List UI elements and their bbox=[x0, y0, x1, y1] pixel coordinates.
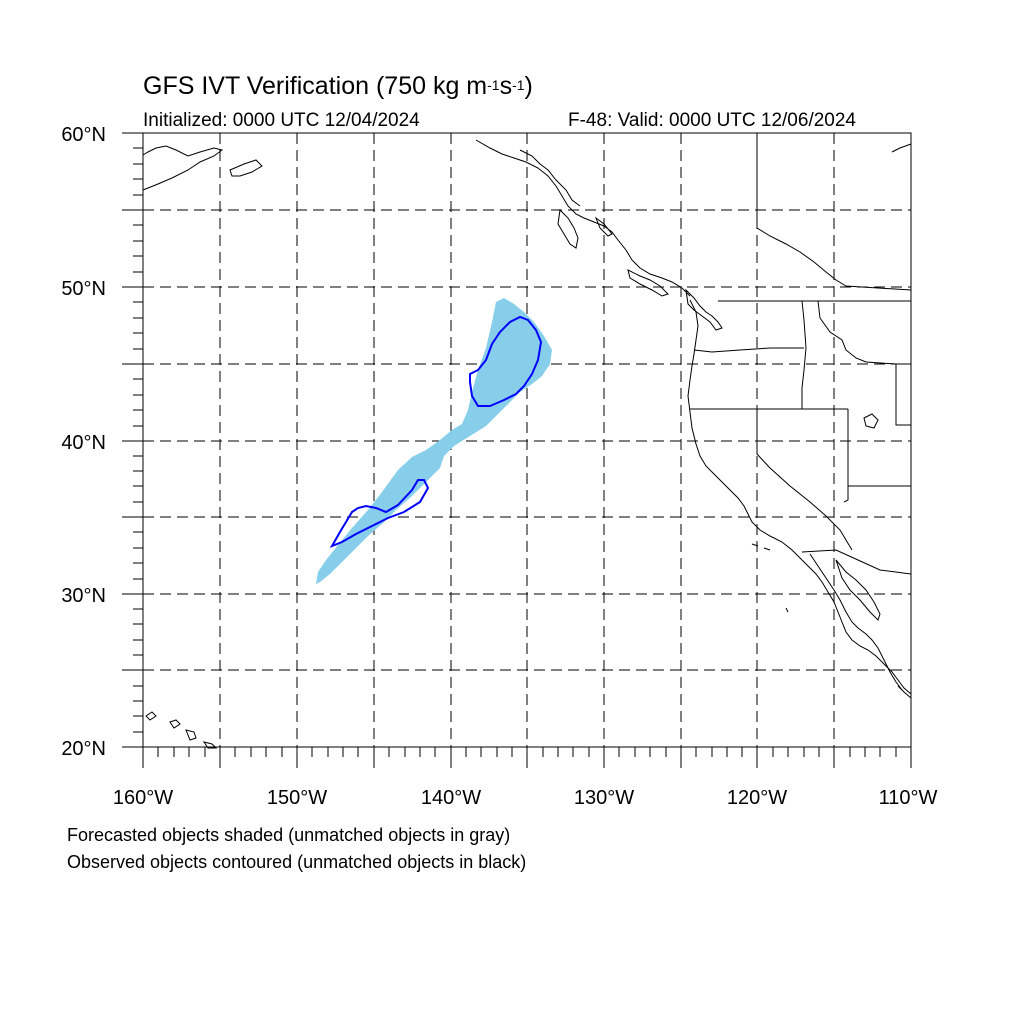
observed-contour-south bbox=[329, 479, 430, 548]
lon-label-160w: 160°W bbox=[113, 787, 173, 809]
lon-label-110w: 110°W bbox=[879, 787, 938, 809]
map-title: GFS IVT Verification (750 kg m-1s-1) bbox=[143, 72, 533, 100]
lat-label-50n: 50°N bbox=[61, 278, 106, 300]
lat-ticks bbox=[122, 132, 143, 748]
forecast-object bbox=[316, 298, 552, 584]
footnote-observed: Observed objects contoured (unmatched ob… bbox=[67, 852, 527, 872]
lat-label-20n: 20°N bbox=[61, 738, 106, 760]
lat-labels: 60°N 50°N 40°N 30°N 20°N bbox=[61, 124, 106, 760]
lon-label-140w: 140°W bbox=[421, 787, 481, 809]
lon-label-120w: 120°W bbox=[727, 787, 787, 809]
lat-label-40n: 40°N bbox=[61, 432, 106, 454]
observed-contour-north bbox=[469, 315, 543, 407]
lat-label-30n: 30°N bbox=[61, 585, 106, 607]
footnote-forecast: Forecasted objects shaded (unmatched obj… bbox=[67, 825, 511, 845]
coastlines bbox=[142, 139, 912, 749]
lon-label-150w: 150°W bbox=[267, 787, 327, 809]
lon-labels: 160°W 150°W 140°W 130°W 120°W 110°W bbox=[113, 787, 938, 809]
lon-label-130w: 130°W bbox=[574, 787, 634, 809]
state-boundaries bbox=[690, 133, 912, 575]
valid-time: F-48: Valid: 0000 UTC 12/06/2024 bbox=[568, 110, 856, 131]
lat-label-60n: 60°N bbox=[61, 124, 106, 146]
grid-lines bbox=[143, 133, 911, 747]
initialized-time: Initialized: 0000 UTC 12/04/2024 bbox=[143, 110, 420, 131]
lon-ticks bbox=[142, 747, 912, 768]
